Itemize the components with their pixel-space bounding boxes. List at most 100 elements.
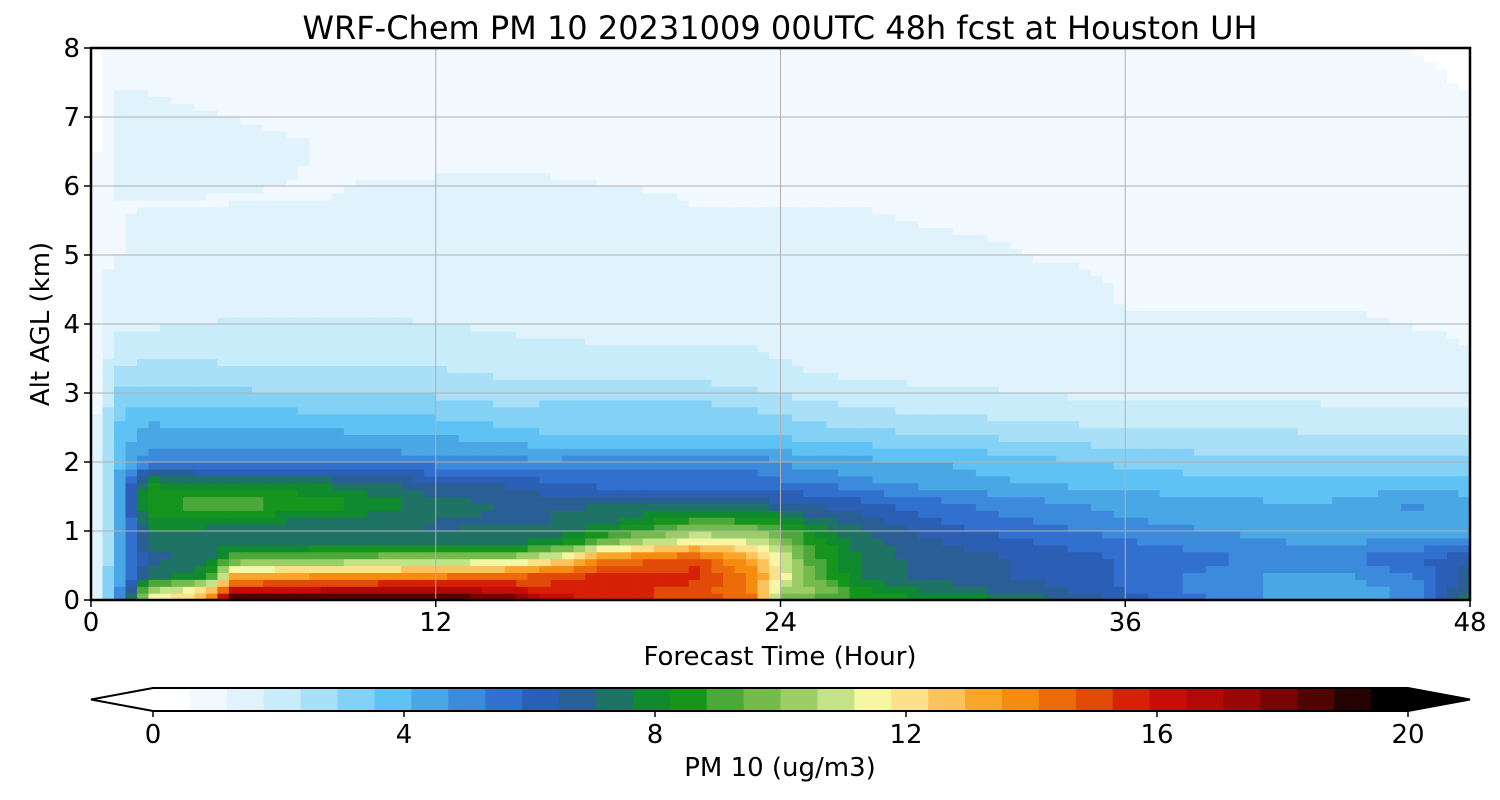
heatmap-cell <box>1332 406 1345 415</box>
heatmap-cell <box>757 496 770 504</box>
heatmap-cell <box>320 365 333 373</box>
heatmap-cell <box>1401 455 1414 463</box>
heatmap-cell <box>665 517 678 525</box>
heatmap-cell <box>274 455 287 463</box>
heatmap-cell <box>849 510 862 518</box>
heatmap-cell <box>297 455 310 463</box>
heatmap-cell <box>585 448 598 456</box>
heatmap-cell <box>263 317 276 325</box>
heatmap-cell <box>343 496 356 504</box>
heatmap-cell <box>688 558 701 567</box>
heatmap-cell <box>596 448 609 456</box>
heatmap-cell <box>136 427 150 435</box>
heatmap-cell <box>1355 330 1368 339</box>
heatmap-cell <box>1447 448 1460 456</box>
heatmap-cell <box>550 524 563 532</box>
heatmap-cell <box>240 434 253 442</box>
heatmap-cell <box>757 379 770 387</box>
heatmap-cell <box>205 337 219 346</box>
heatmap-cell <box>355 468 368 477</box>
heatmap-cell <box>171 531 184 539</box>
heatmap-cell <box>1159 475 1172 484</box>
heatmap-cell <box>631 420 644 429</box>
heatmap-cell <box>412 406 425 415</box>
heatmap-cell <box>964 441 977 449</box>
heatmap-cell <box>1274 593 1287 600</box>
heatmap-cell <box>883 324 897 332</box>
heatmap-cell <box>412 420 425 429</box>
heatmap-cell <box>803 317 816 325</box>
heatmap-cell <box>883 503 897 511</box>
heatmap-cell <box>125 448 138 456</box>
heatmap-cell <box>251 365 264 373</box>
heatmap-cell <box>665 351 678 360</box>
heatmap-cell <box>883 482 897 491</box>
heatmap-cell <box>171 317 184 325</box>
heatmap-cell <box>1447 517 1460 525</box>
heatmap-cell <box>527 558 540 567</box>
heatmap-cell <box>504 399 517 408</box>
heatmap-cell <box>424 524 437 532</box>
heatmap-cell <box>320 496 333 504</box>
heatmap-cell <box>378 531 391 539</box>
heatmap-cell <box>1240 510 1253 518</box>
heatmap-cell <box>883 372 897 380</box>
heatmap-cell <box>401 358 414 366</box>
heatmap-cell <box>412 510 425 518</box>
heatmap-cell <box>136 586 150 594</box>
heatmap-cell <box>470 537 483 546</box>
heatmap-cell <box>263 572 276 580</box>
heatmap-cell <box>1355 441 1368 449</box>
heatmap-cell <box>1079 462 1092 470</box>
heatmap-cell <box>918 317 931 325</box>
heatmap-cell <box>665 551 678 560</box>
heatmap-cell <box>1056 393 1069 401</box>
heatmap-cell <box>1286 324 1299 332</box>
heatmap-cell <box>332 324 345 332</box>
heatmap-cell <box>814 503 828 511</box>
heatmap-cell <box>389 524 402 532</box>
heatmap-cell <box>1136 344 1149 353</box>
heatmap-cell <box>1286 482 1299 491</box>
heatmap-cell <box>1320 434 1333 442</box>
heatmap-cell <box>1263 330 1276 339</box>
heatmap-cell <box>1424 510 1437 518</box>
heatmap-cell <box>263 448 276 456</box>
heatmap-cell <box>470 406 483 415</box>
heatmap-cell <box>1263 448 1276 456</box>
heatmap-cell <box>194 393 207 401</box>
heatmap-cell <box>964 344 977 353</box>
heatmap-cell <box>182 455 196 463</box>
heatmap-cell <box>355 482 368 491</box>
heatmap-cell <box>286 448 299 456</box>
heatmap-cell <box>665 344 678 353</box>
heatmap-cell <box>136 372 150 380</box>
heatmap-cell <box>688 317 701 325</box>
heatmap-cell <box>573 468 586 477</box>
heatmap-cell <box>458 586 471 594</box>
heatmap-cell <box>803 337 816 346</box>
heatmap-cell <box>1217 427 1230 435</box>
heatmap-cell <box>309 482 322 491</box>
heatmap-cell <box>998 441 1011 449</box>
heatmap-cell <box>102 558 115 567</box>
heatmap-cell <box>1332 351 1345 360</box>
heatmap-cell <box>596 406 609 415</box>
heatmap-cell <box>320 420 333 429</box>
heatmap-cell <box>631 317 644 325</box>
heatmap-cell <box>780 551 793 560</box>
heatmap-cell <box>148 344 161 353</box>
heatmap-cell <box>1297 420 1310 429</box>
heatmap-cell <box>389 317 402 325</box>
heatmap-cell <box>263 413 276 422</box>
heatmap-cell <box>297 420 310 429</box>
heatmap-cell <box>1366 379 1379 387</box>
heatmap-cell <box>688 503 701 511</box>
heatmap-cell <box>975 420 988 429</box>
heatmap-cell <box>1044 551 1057 560</box>
heatmap-cell <box>171 324 184 332</box>
heatmap-cell <box>481 344 494 353</box>
heatmap-cell <box>1033 455 1046 463</box>
heatmap-cell <box>642 317 655 325</box>
heatmap-cell <box>654 344 667 353</box>
